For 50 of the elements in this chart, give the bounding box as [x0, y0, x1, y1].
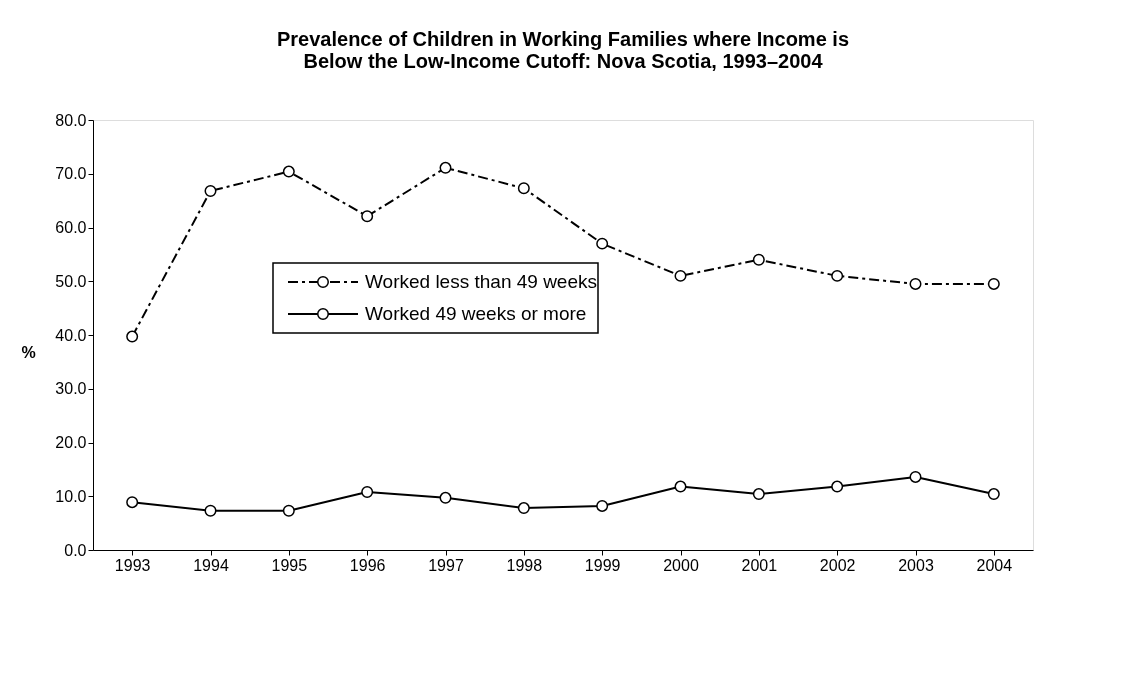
x-tick-label: 2003 — [898, 556, 934, 574]
text: Prevalence of Children in Working Families where Income is — [276, 28, 850, 50]
x-tick-label: 1999 — [584, 556, 621, 574]
point — [517, 502, 530, 515]
point — [439, 491, 452, 504]
x-tick-label: 2002 — [819, 556, 856, 574]
point — [831, 269, 844, 282]
x-tick-label: 2004 — [976, 556, 1013, 574]
text: Below the Low-Income Cutoff: Nova Scotia, 1993–2004 — [303, 50, 823, 72]
point — [909, 277, 922, 290]
point — [674, 269, 687, 282]
y-tick-label: 0.0 — [64, 541, 87, 559]
point — [126, 330, 139, 343]
point — [752, 253, 765, 266]
point — [674, 480, 687, 493]
x-tick-label: 1993 — [114, 556, 151, 574]
x-tick-label: 1995 — [271, 556, 308, 574]
legend-label: Worked 49 weeks or more — [365, 303, 587, 324]
point — [831, 480, 844, 493]
x-tick-label: 1997 — [428, 556, 464, 574]
y-tick-label: 10.0 — [55, 487, 87, 505]
point — [439, 161, 452, 174]
y-tick-label: 60.0 — [55, 219, 87, 236]
x-tick-label: 2000 — [663, 556, 699, 574]
point — [987, 277, 1000, 290]
point — [361, 210, 374, 223]
point — [752, 488, 765, 501]
point — [596, 499, 609, 512]
point — [361, 485, 374, 498]
y-tick-label: 40.0 — [55, 326, 87, 344]
y-tick-label: 20.0 — [55, 434, 87, 451]
x-tick-label: 1996 — [349, 556, 386, 574]
x-tick-label: 1994 — [193, 556, 229, 574]
legend-label: Worked less than 49 weeks — [365, 271, 597, 292]
x-tick-label: 2001 — [741, 556, 778, 574]
x-tick-label: 1998 — [506, 556, 543, 574]
y-tick-label: 70.0 — [55, 165, 87, 183]
point — [204, 184, 217, 197]
point — [282, 504, 295, 517]
y-tick-label: 50.0 — [55, 272, 87, 290]
point — [517, 182, 530, 195]
y-tick-label: 30.0 — [55, 380, 87, 398]
point — [126, 496, 139, 509]
point — [596, 237, 609, 250]
y-tick-label: 80.0 — [55, 111, 87, 129]
point — [987, 488, 1000, 501]
y-axis-title: % — [21, 343, 36, 361]
point — [204, 504, 217, 517]
point — [909, 470, 922, 483]
point — [282, 165, 295, 178]
